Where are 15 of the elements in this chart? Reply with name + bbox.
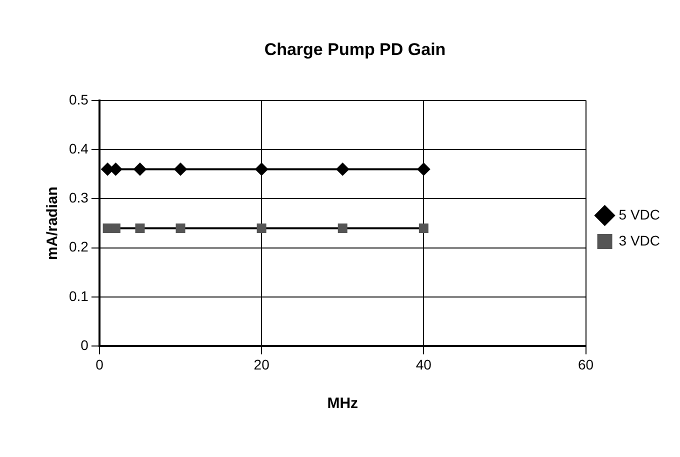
y-tick-label: 0.1 <box>68 288 89 304</box>
y-tick-label: 0.3 <box>68 190 89 206</box>
legend-label: 5 VDC <box>618 206 660 222</box>
y-tick-label: 0.2 <box>68 238 89 255</box>
y-tick-label: 0 <box>80 337 89 354</box>
x-axis-title: MHz <box>327 395 358 412</box>
legend-label: 3 VDC <box>618 232 660 248</box>
y-tick-label: 0.4 <box>68 140 89 156</box>
y-axis-title: mA/radian <box>44 186 62 260</box>
x-tick-label: 40 <box>416 356 432 372</box>
chart-title: Charge Pump PD Gain <box>264 40 446 59</box>
x-tick-label: 0 <box>96 356 104 372</box>
x-tick-label: 60 <box>578 356 594 372</box>
y-tick-label: 0.5 <box>68 91 89 108</box>
x-tick-label: 20 <box>254 356 270 372</box>
